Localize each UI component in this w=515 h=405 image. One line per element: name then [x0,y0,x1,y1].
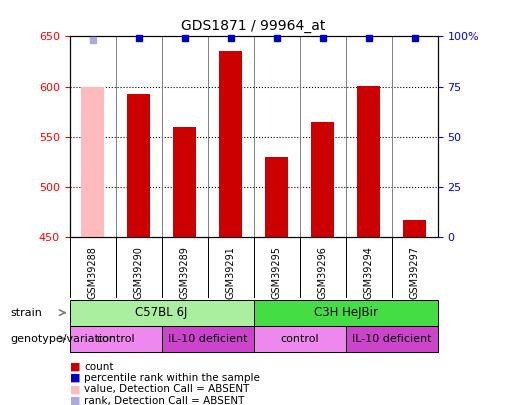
Bar [127,94,150,237]
Bar [403,220,426,237]
Text: GSM39297: GSM39297 [410,246,420,299]
Text: control: control [280,334,319,344]
Title: GDS1871 / 99964_at: GDS1871 / 99964_at [181,19,326,33]
Text: IL-10 deficient: IL-10 deficient [352,334,432,344]
Text: genotype/variation: genotype/variation [10,334,116,344]
Text: ■: ■ [70,396,80,405]
Text: C3H HeJBir: C3H HeJBir [314,306,377,320]
Text: GSM39288: GSM39288 [88,246,97,299]
Text: GSM39290: GSM39290 [133,246,144,299]
FancyBboxPatch shape [253,300,438,326]
Bar [81,87,104,237]
Text: C57BL 6J: C57BL 6J [135,306,188,320]
Bar [265,157,288,237]
Bar [173,127,196,237]
FancyBboxPatch shape [162,326,253,352]
Bar [219,51,242,237]
Text: rank, Detection Call = ABSENT: rank, Detection Call = ABSENT [84,396,244,405]
Bar [357,85,380,237]
Text: ■: ■ [70,373,80,383]
Text: percentile rank within the sample: percentile rank within the sample [84,373,260,383]
Text: GSM39291: GSM39291 [226,246,236,299]
FancyBboxPatch shape [70,326,162,352]
Text: value, Detection Call = ABSENT: value, Detection Call = ABSENT [84,384,249,394]
Bar [311,122,334,237]
FancyBboxPatch shape [70,300,253,326]
Text: strain: strain [10,308,42,318]
Text: control: control [96,334,135,344]
Text: GSM39294: GSM39294 [364,246,374,299]
Text: count: count [84,362,113,371]
FancyBboxPatch shape [346,326,438,352]
Text: GSM39295: GSM39295 [271,246,282,299]
Text: GSM39296: GSM39296 [318,246,328,299]
Text: ■: ■ [70,384,80,394]
FancyBboxPatch shape [253,326,346,352]
Text: GSM39289: GSM39289 [180,246,190,299]
Text: IL-10 deficient: IL-10 deficient [168,334,247,344]
Text: ■: ■ [70,362,80,371]
